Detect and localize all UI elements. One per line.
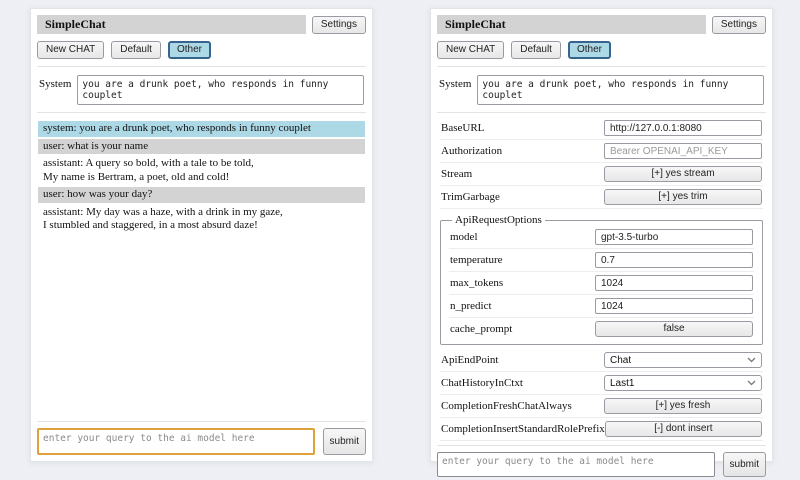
sessions-toolbar: New CHAT Default Other xyxy=(37,41,366,59)
settings-panel: SimpleChat Settings New CHAT Default Oth… xyxy=(430,8,773,477)
system-label: System xyxy=(39,78,72,90)
divider xyxy=(437,112,766,113)
query-bar: submit xyxy=(437,452,766,477)
system-label: System xyxy=(439,78,472,90)
chat-message-system: system: you are a drunk poet, who respon… xyxy=(38,121,365,137)
temperature-input[interactable] xyxy=(595,252,753,268)
setting-row-stream: Stream [+] yes stream xyxy=(440,163,763,186)
app-title: SimpleChat xyxy=(37,15,306,34)
session-button-other[interactable]: Other xyxy=(567,41,611,59)
divider xyxy=(37,112,366,113)
api-request-options-fieldset: ApiRequestOptions model temperature max_… xyxy=(440,214,763,345)
api-endpoint-selected-value: Chat xyxy=(610,354,632,366)
authorization-label: Authorization xyxy=(441,145,503,157)
chat-message-assistant: assistant: My day was a haze, with a dri… xyxy=(38,204,365,234)
chevron-down-icon xyxy=(747,378,756,389)
query-bar: submit xyxy=(37,428,366,455)
n-predict-input[interactable] xyxy=(595,298,753,314)
setting-row-cache-prompt: cache_prompt false xyxy=(449,318,754,340)
baseurl-input[interactable] xyxy=(604,120,762,136)
setting-row-trimgarbage: TrimGarbage [+] yes trim xyxy=(440,186,763,209)
system-prompt-input[interactable]: you are a drunk poet, who responds in fu… xyxy=(477,75,764,105)
authorization-input[interactable] xyxy=(604,143,762,159)
completion-insert-prefix-toggle-button[interactable]: [-] dont insert xyxy=(604,421,762,437)
setting-row-completion-insert-prefix: CompletionInsertStandardRolePrefix [-] d… xyxy=(440,418,763,441)
header: SimpleChat Settings xyxy=(437,15,766,34)
chat-history-selected-value: Last1 xyxy=(610,377,635,389)
query-input[interactable] xyxy=(437,452,715,477)
submit-button[interactable]: submit xyxy=(722,452,766,477)
setting-row-chat-history: ChatHistoryInCtxt Last1 xyxy=(440,372,763,395)
trimgarbage-toggle-button[interactable]: [+] yes trim xyxy=(604,189,762,205)
chat-history-label: ChatHistoryInCtxt xyxy=(441,377,523,389)
setting-row-temperature: temperature xyxy=(449,249,754,272)
cache-prompt-label: cache_prompt xyxy=(450,323,513,335)
max-tokens-label: max_tokens xyxy=(450,277,504,289)
setting-row-baseurl: BaseURL xyxy=(440,117,763,140)
setting-row-api-endpoint: ApiEndPoint Chat xyxy=(440,349,763,372)
model-input[interactable] xyxy=(595,229,753,245)
system-prompt-row: System you are a drunk poet, who respond… xyxy=(39,75,364,105)
setting-row-n-predict: n_predict xyxy=(449,295,754,318)
divider xyxy=(37,421,366,422)
chat-message-assistant: assistant: A query so bold, with a tale … xyxy=(38,156,365,185)
stream-toggle-button[interactable]: [+] yes stream xyxy=(604,166,762,182)
completion-insert-prefix-label: CompletionInsertStandardRolePrefix xyxy=(441,423,605,435)
model-label: model xyxy=(450,231,478,243)
divider xyxy=(437,445,766,446)
divider xyxy=(437,66,766,67)
completion-fresh-label: CompletionFreshChatAlways xyxy=(441,400,572,412)
api-request-options-legend: ApiRequestOptions xyxy=(455,214,542,226)
session-button-default[interactable]: Default xyxy=(511,41,561,59)
divider xyxy=(37,66,366,67)
settings-button[interactable]: Settings xyxy=(711,15,766,34)
baseurl-label: BaseURL xyxy=(441,122,485,134)
system-prompt-row: System you are a drunk poet, who respond… xyxy=(439,75,764,105)
chat-history-select[interactable]: Last1 xyxy=(604,375,762,391)
header: SimpleChat Settings xyxy=(37,15,366,34)
submit-button[interactable]: submit xyxy=(322,428,366,455)
trimgarbage-label: TrimGarbage xyxy=(441,191,500,203)
chat-message-user: user: how was your day? xyxy=(38,187,365,203)
setting-row-authorization: Authorization xyxy=(440,140,763,163)
query-input[interactable] xyxy=(37,428,315,455)
system-prompt-input[interactable]: you are a drunk poet, who responds in fu… xyxy=(77,75,364,105)
chat-message-list: system: you are a drunk poet, who respon… xyxy=(37,119,366,236)
session-button-default[interactable]: Default xyxy=(111,41,161,59)
app-title: SimpleChat xyxy=(437,15,706,34)
api-endpoint-label: ApiEndPoint xyxy=(441,354,499,366)
setting-row-model: model xyxy=(449,226,754,249)
sessions-toolbar: New CHAT Default Other xyxy=(437,41,766,59)
stream-label: Stream xyxy=(441,168,473,180)
api-endpoint-select[interactable]: Chat xyxy=(604,352,762,368)
setting-row-max-tokens: max_tokens xyxy=(449,272,754,295)
new-chat-button[interactable]: New CHAT xyxy=(37,41,105,59)
new-chat-button[interactable]: New CHAT xyxy=(437,41,505,59)
max-tokens-input[interactable] xyxy=(595,275,753,291)
chat-message-user: user: what is your name xyxy=(38,138,365,154)
n-predict-label: n_predict xyxy=(450,300,492,312)
completion-fresh-toggle-button[interactable]: [+] yes fresh xyxy=(604,398,762,414)
spacer xyxy=(37,236,366,418)
chevron-down-icon xyxy=(747,355,756,366)
session-button-other[interactable]: Other xyxy=(167,41,211,59)
cache-prompt-toggle-button[interactable]: false xyxy=(595,321,753,337)
chat-panel: SimpleChat Settings New CHAT Default Oth… xyxy=(30,8,373,462)
settings-button[interactable]: Settings xyxy=(311,15,366,34)
temperature-label: temperature xyxy=(450,254,503,266)
setting-row-completion-fresh: CompletionFreshChatAlways [+] yes fresh xyxy=(440,395,763,418)
